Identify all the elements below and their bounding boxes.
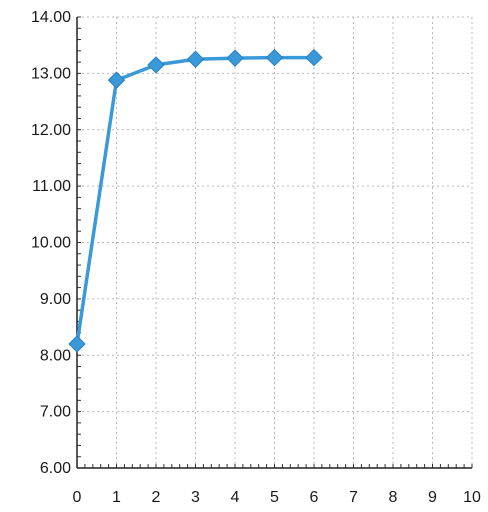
x-tick-label: 4 [231,489,240,506]
x-tick-label: 5 [270,489,279,506]
x-tick-labels: 0 1 2 3 4 5 6 7 8 9 10 [73,489,481,506]
y-tick-label: 10.00 [31,235,71,252]
data-point-marker [107,71,126,89]
data-point-marker [305,48,323,67]
x-tick-label: 7 [349,489,358,506]
y-tick-label: 13.00 [31,65,71,82]
data-point-marker [147,56,165,74]
y-tick-label: 14.00 [31,9,71,26]
x-tick-label: 1 [112,489,121,506]
y-tick-label: 7.00 [40,404,71,421]
x-tick-label: 10 [463,489,481,506]
data-point-marker [226,49,244,67]
x-tick-label: 2 [152,489,161,506]
x-tick-label: 0 [73,489,82,506]
y-tick-label: 12.00 [31,122,71,139]
data-point-marker [68,335,86,353]
x-tick-label: 3 [191,489,200,506]
data-point-marker [186,50,205,68]
grid-lines [77,16,473,468]
series-line [75,55,316,346]
x-tick-label: 9 [428,489,437,506]
x-tick-label: 6 [310,489,319,506]
y-tick-label: 8.00 [40,347,71,364]
y-tick-label: 11.00 [32,178,71,195]
series-layer [68,48,323,353]
data-point-marker [265,48,284,67]
y-tick-label: 6.00 [40,460,71,477]
y-tick-labels: 6.00 7.00 8.00 9.00 10.00 11.00 12.00 13.00 14.0… [31,9,71,477]
y-tick-label: 9.00 [40,291,71,308]
x-tick-label: 8 [389,489,398,506]
